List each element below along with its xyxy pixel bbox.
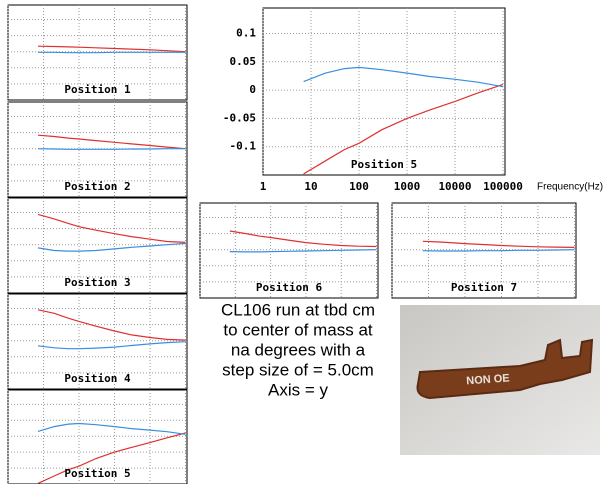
x-tick-label: 1 — [260, 180, 267, 193]
caption-line: na degrees with a — [231, 340, 366, 359]
chart: Position 7 — [391, 202, 577, 299]
caption-line: to center of mass at — [223, 320, 373, 339]
series-line — [37, 422, 186, 435]
series-line — [422, 249, 575, 252]
x-tick-label: 1000 — [394, 180, 421, 193]
chart-title: Position 4 — [64, 372, 131, 385]
series-line — [303, 83, 504, 175]
chart-title: Position 5 — [64, 467, 130, 480]
series-line — [303, 66, 504, 88]
photo-text: NON OE — [466, 372, 510, 387]
plot-area — [7, 293, 188, 390]
plot-area — [7, 389, 188, 484]
chart: Position 2 — [7, 101, 188, 198]
chart: Position 3 — [7, 197, 188, 294]
chart-title: Position 3 — [64, 276, 130, 289]
y-tick-label: 0 — [249, 83, 256, 96]
chart: Position 4 — [7, 293, 188, 390]
series-line — [37, 213, 186, 243]
y-tick-label: -0.05 — [223, 111, 256, 124]
series-line — [37, 45, 186, 53]
series-line — [229, 249, 377, 253]
x-tick-label: 100000 — [483, 180, 523, 193]
chart-title: Position 1 — [64, 83, 131, 96]
y-tick-label: 0.05 — [230, 55, 257, 68]
chart: Position 6 — [199, 202, 379, 299]
chart-title: Position 2 — [64, 180, 130, 193]
chart-title: Position 5 — [351, 158, 417, 171]
series-line — [37, 432, 186, 484]
x-tick-label: 10 — [304, 180, 317, 193]
chart: Position 1 — [7, 4, 188, 101]
y-tick-label: 0.1 — [236, 26, 256, 39]
caption-line: CL106 run at tbd cm — [221, 300, 375, 319]
x-tick-label: 10000 — [438, 180, 471, 193]
series-line — [37, 309, 186, 341]
chart: -0.1 -0.05 0 0.05 0.1 1 10 100 1000 10000 100000 Po… — [223, 7, 603, 193]
chart-title: Position 7 — [451, 281, 517, 294]
wrench — [416, 338, 594, 400]
x-tick-label: 100 — [349, 180, 369, 193]
caption-line: Axis = y — [268, 380, 328, 399]
series-line — [37, 148, 186, 150]
chart-title: Position 6 — [256, 281, 323, 294]
x-axis-label: Frequency(Hz) — [537, 182, 603, 193]
series-line — [229, 230, 377, 248]
series-line — [37, 341, 186, 350]
series-line — [37, 134, 186, 150]
photo: NON OE — [400, 305, 600, 455]
series-line — [422, 240, 575, 248]
chart: Position 5 — [7, 389, 188, 484]
y-tick-label: -0.1 — [230, 140, 257, 153]
series-line — [37, 242, 186, 252]
caption-line: step size of = 5.0cm — [222, 360, 374, 379]
